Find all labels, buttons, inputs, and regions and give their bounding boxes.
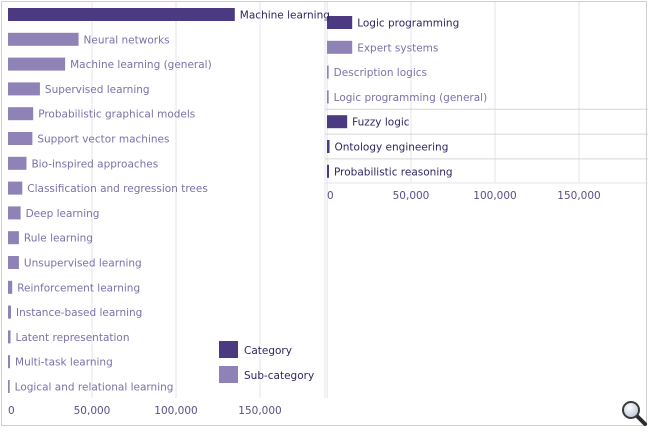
bar-label: Deep learning: [26, 208, 100, 220]
bar-multi-task-learning[interactable]: [8, 355, 11, 369]
bar-reinforcement-learning[interactable]: [8, 280, 13, 294]
legend-category-label: Category: [244, 345, 292, 357]
bar-machine-learning-general-[interactable]: [8, 57, 66, 71]
bar-probabilistic-reasoning[interactable]: [327, 164, 330, 178]
legend-subcategory-swatch: [219, 366, 238, 383]
bar-bio-inspired-approaches[interactable]: [8, 156, 27, 170]
bar-probabilistic-graphical-models[interactable]: [8, 107, 34, 121]
bar-label: Multi-task learning: [15, 357, 113, 369]
bar-label: Reinforcement learning: [17, 282, 140, 294]
x-tick-label: 100,000: [154, 405, 197, 417]
bar-rule-learning[interactable]: [8, 231, 19, 245]
bar-support-vector-machines[interactable]: [8, 132, 33, 145]
bar-logic-programming[interactable]: [327, 16, 353, 29]
x-tick-label: 50,000: [393, 190, 430, 202]
bar-label: Supervised learning: [45, 84, 150, 96]
bar-ontology-engineering[interactable]: [327, 140, 330, 153]
x-tick-label: 50,000: [74, 405, 111, 417]
bar-label: Expert systems: [357, 42, 438, 54]
bar-label: Logic programming (general): [334, 92, 488, 104]
bar-label: Bio-inspired approaches: [31, 158, 158, 170]
bar-label: Logic programming: [357, 18, 459, 30]
bar-logical-and-relational-learning[interactable]: [8, 380, 10, 393]
bar-label: Fuzzy logic: [352, 117, 410, 129]
legend-subcategory-label: Sub-category: [244, 370, 314, 382]
x-tick-label: 0: [327, 190, 334, 202]
bar-label: Probabilistic reasoning: [334, 166, 453, 178]
bar-label: Rule learning: [24, 233, 93, 245]
group-separators: [325, 108, 648, 160]
bar-unsupervised-learning[interactable]: [8, 256, 19, 269]
bar-label: Ontology engineering: [335, 142, 449, 154]
bar-label: Unsupervised learning: [24, 258, 142, 270]
bar-machine-learning[interactable]: [8, 8, 235, 21]
bar-label: Logical and relational learning: [15, 382, 174, 394]
bar-label: Neural networks: [84, 34, 170, 46]
bar-supervised-learning[interactable]: [8, 82, 40, 96]
x-tick-label: 0: [8, 405, 15, 417]
bar-expert-systems[interactable]: [327, 40, 353, 54]
bar-label: Probabilistic graphical models: [38, 109, 195, 121]
bar-label: Machine learning: [240, 10, 330, 22]
x-tick-label: 150,000: [238, 405, 281, 417]
bar-label: Classification and regression trees: [27, 183, 208, 195]
bar-label: Instance-based learning: [16, 307, 142, 319]
x-tick-label: 150,000: [557, 190, 600, 202]
legend-category-swatch: [219, 341, 238, 358]
bar-neural-networks[interactable]: [8, 32, 79, 46]
bar-label: Latent representation: [16, 332, 130, 344]
bar-label: Machine learning (general): [70, 59, 212, 71]
x-axis-tick-layer: 0 50,000 100,000 150,000 0 50,000 100,000 150,0…: [8, 190, 601, 417]
chart-frame: Machine learning Neural networks Machine l…: [1, 1, 648, 426]
bar-label: Description logics: [334, 67, 427, 79]
magnifier-icon: [622, 401, 647, 426]
bar-fuzzy-logic[interactable]: [327, 115, 348, 129]
bar-classification-and-regression-trees[interactable]: [8, 181, 23, 195]
bar-label: Support vector machines: [37, 134, 169, 146]
bar-description-logics[interactable]: [327, 65, 329, 79]
bar-deep-learning[interactable]: [8, 206, 21, 220]
bars-layer: [8, 8, 353, 393]
bar-chart-figure: Machine learning Neural networks Machine l…: [8, 2, 648, 417]
bar-instance-based-learning[interactable]: [8, 305, 12, 319]
x-tick-label: 100,000: [473, 190, 516, 202]
bar-logic-programming-general-[interactable]: [327, 90, 329, 104]
bar-labels-layer: Machine learning Neural networks Machine l…: [15, 10, 488, 394]
bar-latent-representation[interactable]: [8, 330, 11, 344]
legend: Category Sub-category: [219, 341, 314, 383]
zoom-button[interactable]: [620, 399, 648, 427]
